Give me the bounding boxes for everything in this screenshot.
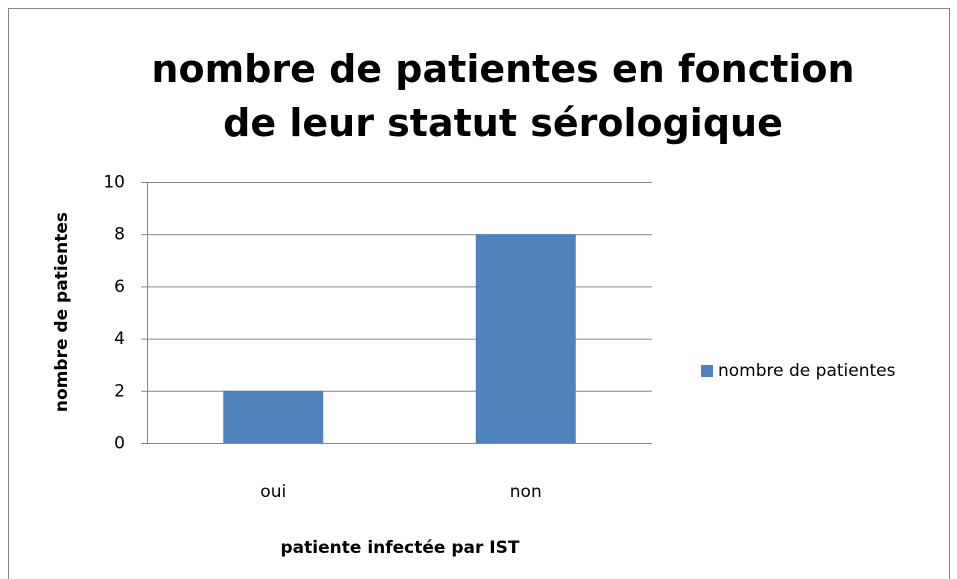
x-axis-label: patiente infectée par IST bbox=[281, 538, 520, 558]
y-tick-label: 8 bbox=[114, 225, 125, 245]
chart-frame bbox=[8, 8, 950, 579]
x-tick-label: oui bbox=[260, 482, 286, 502]
bar bbox=[223, 390, 324, 443]
y-tick-label: 6 bbox=[114, 277, 125, 297]
x-tick-label: non bbox=[510, 482, 542, 502]
y-tick-label: 4 bbox=[114, 329, 125, 349]
legend-swatch bbox=[701, 365, 713, 377]
y-tick-label: 10 bbox=[103, 173, 125, 193]
y-axis-label: nombre de patientes bbox=[52, 212, 72, 412]
chart-title: nombre de patientes en fonction de leur … bbox=[151, 47, 855, 145]
y-tick-label: 2 bbox=[114, 381, 125, 401]
bar bbox=[475, 234, 576, 443]
y-tick-label: 0 bbox=[114, 434, 125, 454]
legend-label: nombre de patientes bbox=[718, 361, 896, 381]
